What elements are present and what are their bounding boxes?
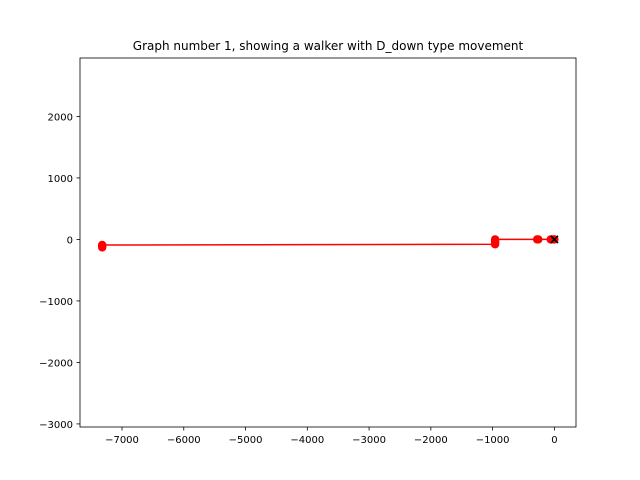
x-tick-label: −2000 bbox=[414, 435, 448, 446]
chart-title: Graph number 1, showing a walker with D_… bbox=[133, 39, 524, 53]
data-point bbox=[98, 243, 107, 252]
x-tick-label: −5000 bbox=[229, 435, 263, 446]
x-tick-label: −1000 bbox=[476, 435, 510, 446]
x-tick-label: −4000 bbox=[290, 435, 324, 446]
y-tick-label: −2000 bbox=[39, 358, 73, 369]
data-point bbox=[532, 235, 542, 244]
plot-area: −7000 −6000 −5000 −4000 −3000 −2000 −1000 0 −300… bbox=[39, 57, 577, 446]
y-tick-label: 0 bbox=[67, 235, 73, 246]
data-point bbox=[490, 240, 500, 249]
x-tick-label: −7000 bbox=[105, 435, 139, 446]
y-tick-label: −1000 bbox=[39, 297, 73, 308]
axes-frame bbox=[79, 57, 577, 428]
x-tick-label: 0 bbox=[551, 435, 557, 446]
end-marker bbox=[550, 235, 559, 244]
y-tick-label: −3000 bbox=[39, 420, 73, 431]
y-tick-label: 2000 bbox=[48, 112, 73, 123]
x-tick-label: −3000 bbox=[352, 435, 386, 446]
x-tick-label: −6000 bbox=[167, 435, 201, 446]
y-tick-label: 1000 bbox=[48, 174, 73, 185]
